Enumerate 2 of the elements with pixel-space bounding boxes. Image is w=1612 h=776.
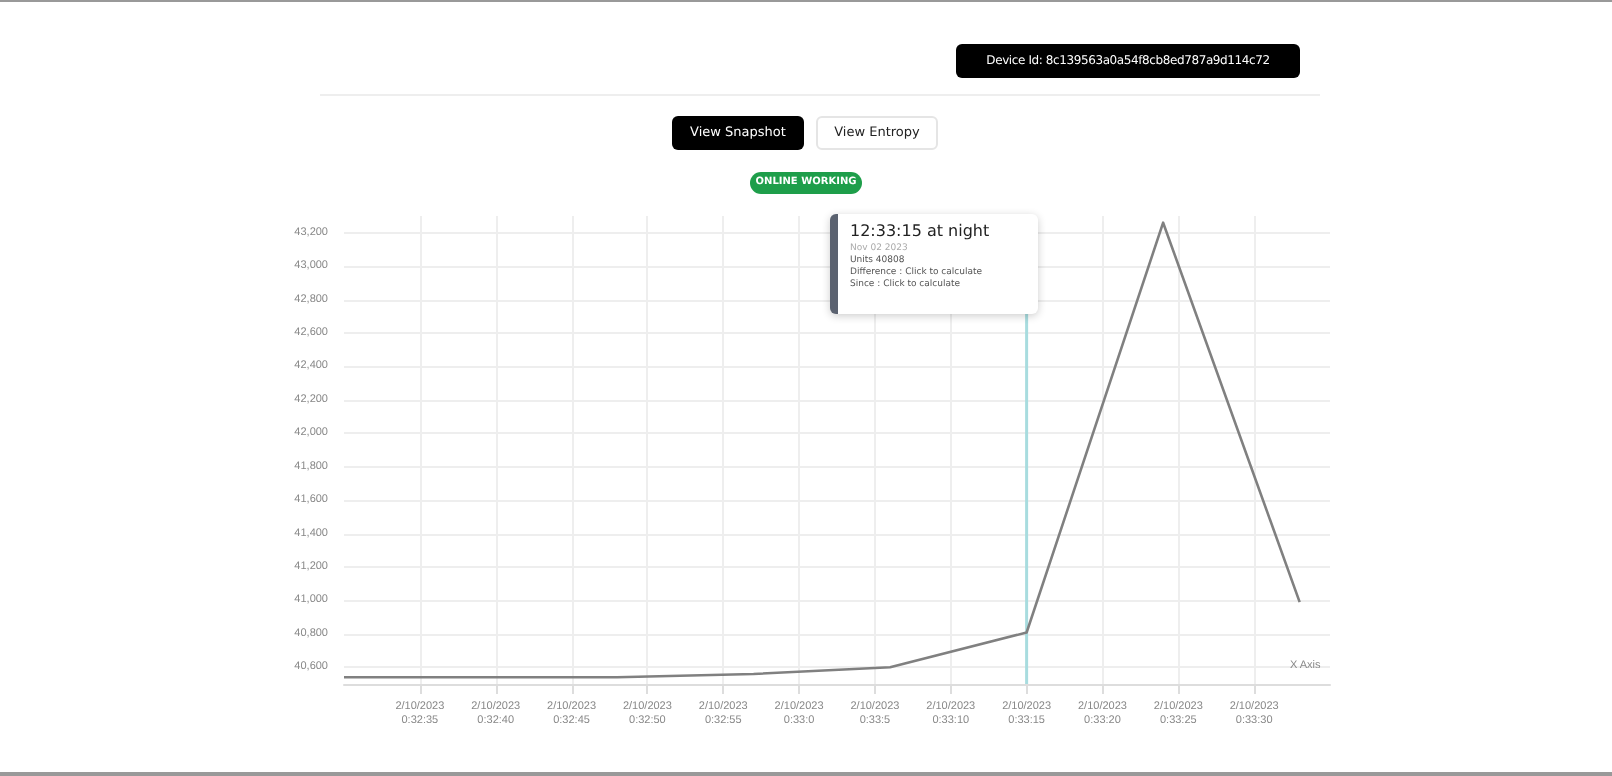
annotation: 12:33:15 at night bbox=[848, 220, 992, 243]
line-series bbox=[342, 221, 1301, 679]
